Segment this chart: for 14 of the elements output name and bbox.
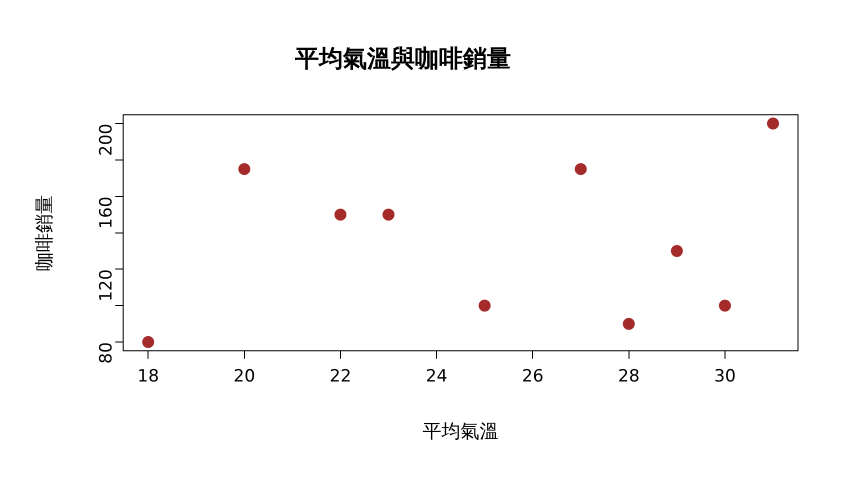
x-tick-label: 22 [330,366,352,386]
y-tick-label: 200 [96,124,117,156]
x-tick-label: 18 [137,366,160,386]
x-tick-label: 26 [522,366,544,386]
y-tick-label: 80 [96,342,117,364]
y-tick-label: 160 [96,196,117,229]
y-axis-title: 咖啡銷量 [33,194,56,271]
y-tick-label: 120 [96,269,117,302]
x-axis-title: 平均氣溫 [422,420,499,443]
x-tick-label: 28 [618,366,640,386]
x-tick-label: 20 [234,366,256,386]
x-tick-label: 30 [714,366,736,386]
chart-title: 平均氣溫與咖啡銷量 [294,44,511,73]
x-tick-label: 24 [426,366,448,386]
